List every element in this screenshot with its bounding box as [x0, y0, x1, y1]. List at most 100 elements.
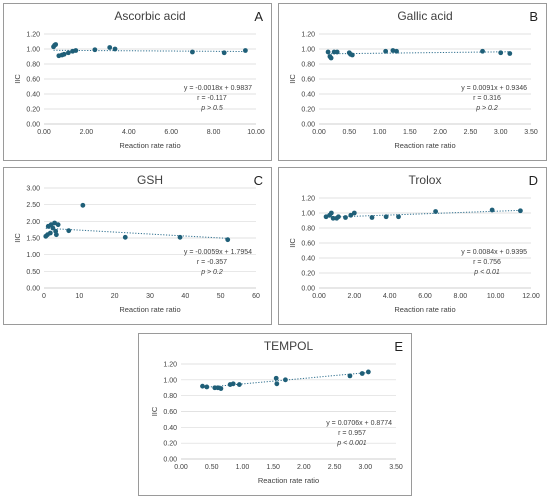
data-point [343, 215, 348, 220]
data-point [480, 48, 485, 54]
x-tick-label: 8.00 [207, 129, 221, 136]
x-tick-label: 50 [217, 293, 225, 300]
data-point [61, 51, 67, 57]
x-tick-label: 40 [181, 293, 189, 300]
panel-gsh: GSH C 0.00 0.50 1.00 1.50 2.00 2.50 3.00 0 10 20 30 4… [3, 167, 272, 325]
y-tick-label: 1.20 [301, 196, 315, 203]
annotation: p < 0.01 [473, 269, 500, 276]
x-tick-label: 6.00 [418, 293, 432, 300]
x-tick-label: 0.50 [205, 464, 219, 471]
data-point [107, 45, 113, 50]
annotation: y = 0.0706x + 0.8774 [326, 420, 392, 427]
data-point [359, 371, 365, 376]
data-point [394, 48, 399, 54]
annotation: y = 0.0084x + 0.9395 [461, 249, 527, 256]
data-point [225, 237, 231, 243]
chart-title: GSH [137, 173, 163, 187]
data-point [390, 48, 396, 53]
x-tick-label: 3.50 [389, 464, 403, 471]
data-point [55, 222, 61, 228]
data-point [433, 209, 438, 214]
y-tick-label: 0.20 [163, 441, 177, 448]
y-tick-label: 0.00 [301, 286, 315, 293]
y-tick-label: 0.00 [26, 286, 40, 293]
data-point [328, 210, 334, 216]
data-point [122, 234, 128, 240]
y-tick-label: 0.40 [301, 92, 315, 99]
data-point [383, 48, 389, 54]
chart-title: Gallic acid [397, 9, 452, 23]
data-point [498, 50, 504, 56]
data-point [177, 234, 183, 240]
y-tick-label: 0.60 [163, 409, 177, 416]
x-tick-label: 1.00 [236, 464, 250, 471]
x-tick-label: 4.00 [383, 293, 397, 300]
panel-trolox: Trolox D 0.00 0.20 0.40 0.60 0.80 1.00 1.20 0.00 2… [278, 167, 547, 325]
y-tick-label: 0.80 [26, 62, 40, 69]
y-tick-label: 0.60 [301, 241, 315, 248]
x-tick-label: 3.00 [358, 464, 372, 471]
data-point [383, 214, 389, 220]
data-point [349, 52, 355, 58]
y-tick-label: 0.40 [301, 256, 315, 263]
x-tick-label: 6.00 [164, 129, 178, 136]
data-point [230, 381, 236, 387]
x-tick-label: 30 [146, 293, 154, 300]
data-point [351, 210, 357, 216]
panel-tempol: TEMPOL E 0.00 0.20 0.40 0.60 0.80 1.00 1.20 0.00 0… [138, 333, 412, 496]
panel-letter: E [394, 339, 403, 354]
y-axis-label: IIC [13, 74, 22, 84]
data-point [396, 214, 401, 220]
x-tick-label: 0.00 [312, 293, 326, 300]
x-tick-label: 2.00 [297, 464, 311, 471]
y-tick-label: 2.50 [26, 202, 40, 209]
x-tick-label: 10 [75, 293, 83, 300]
trendline [328, 51, 510, 55]
y-tick-label: 0.20 [26, 107, 40, 114]
data-point [53, 42, 59, 47]
data-point [365, 369, 371, 375]
annotation: y = 0.0091x + 0.9346 [461, 85, 527, 92]
data-point [325, 49, 331, 55]
y-tick-label: 0.80 [163, 393, 177, 400]
x-tick-label: 1.50 [266, 464, 280, 471]
x-tick-label: 2.50 [464, 129, 478, 136]
x-tick-label: 0 [42, 293, 46, 300]
data-point [274, 381, 280, 387]
y-tick-label: 1.00 [301, 47, 315, 54]
x-tick-label: 3.50 [524, 129, 538, 136]
annotation: y = -0.0018x + 0.9837 [184, 85, 252, 92]
data-point [489, 207, 495, 213]
annotation: r = -0.357 [197, 259, 227, 266]
x-axis-label: Reaction rate ratio [394, 305, 455, 314]
x-tick-label: 20 [111, 293, 119, 300]
trendline [53, 49, 246, 53]
panel-letter: B [529, 9, 538, 24]
y-tick-label: 1.00 [163, 377, 177, 384]
x-tick-label: 0.50 [342, 129, 356, 136]
panel-letter: A [254, 9, 263, 24]
trendline [45, 227, 228, 239]
data-point [369, 215, 375, 220]
data-point [73, 48, 79, 53]
data-point [92, 47, 98, 53]
y-tick-label: 0.60 [26, 77, 40, 84]
data-point [236, 382, 242, 387]
data-point [200, 383, 205, 389]
scatter-chart-ascorbic-acid: Ascorbic acid A 0.00 0.20 0.40 0.60 0.80 1.00 1.… [13, 9, 265, 150]
data-point [218, 386, 224, 391]
data-point [518, 208, 523, 214]
y-axis-label: IIC [288, 238, 297, 248]
x-tick-label: 0.00 [174, 464, 188, 471]
y-axis-label: IIC [288, 74, 297, 84]
data-point [190, 49, 195, 55]
panel-ascorbic-acid: Ascorbic acid A 0.00 0.20 0.40 0.60 0.80 1.00 1.… [3, 3, 272, 161]
x-tick-label: 4.00 [122, 129, 136, 136]
data-point [80, 202, 86, 208]
panel-gallic-acid: Gallic acid B 0.00 0.20 0.40 0.60 0.80 1.00 1.20… [278, 3, 547, 161]
y-tick-label: 0.50 [26, 269, 40, 276]
data-point [50, 225, 56, 231]
data-point [334, 49, 340, 55]
y-tick-label: 0.20 [301, 107, 315, 114]
x-axis-label: Reaction rate ratio [394, 141, 455, 150]
